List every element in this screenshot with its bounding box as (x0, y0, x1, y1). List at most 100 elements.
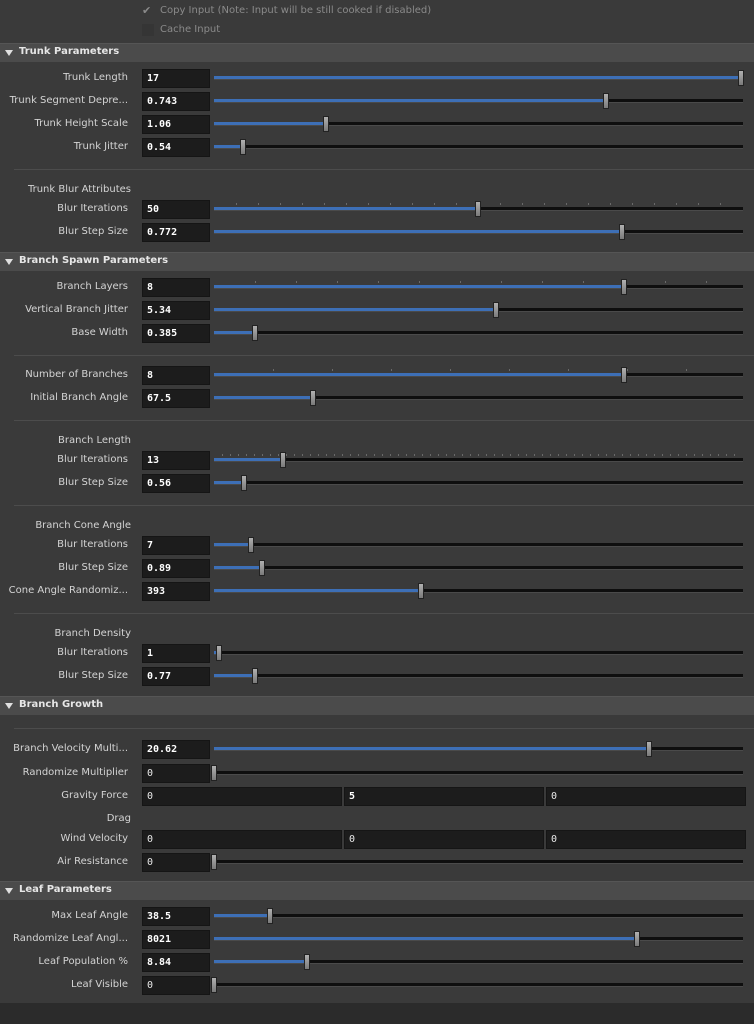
slider-handle[interactable] (240, 139, 246, 155)
slider-handle[interactable] (211, 854, 217, 870)
slider-handle[interactable] (738, 70, 744, 86)
value-field[interactable]: 8 (142, 278, 210, 297)
slider-tick (702, 454, 703, 456)
slider-tick (391, 369, 392, 371)
parameter-label: Blur Step Size (58, 562, 128, 573)
slider-handle[interactable] (619, 224, 625, 240)
section-header[interactable]: Branch Spawn Parameters (0, 252, 754, 271)
value-field[interactable]: 0 (142, 976, 210, 995)
slider-handle[interactable] (475, 201, 481, 217)
slider-handle[interactable] (310, 390, 316, 406)
section-header[interactable]: Branch Growth (0, 696, 754, 715)
slider-tick (434, 203, 435, 205)
slider-handle[interactable] (493, 302, 499, 318)
slider-track (214, 651, 743, 655)
value-field[interactable]: 0 (142, 853, 210, 872)
value-field[interactable]: 5.34 (142, 301, 210, 320)
slider-handle[interactable] (646, 741, 652, 757)
slider-tick (398, 454, 399, 456)
section-header[interactable]: Trunk Parameters (0, 43, 754, 62)
parameter-label: Trunk Blur Attributes (27, 184, 131, 195)
value-field[interactable]: 8 (142, 366, 210, 385)
value-field[interactable]: 7 (142, 536, 210, 555)
value-field[interactable]: 8021 (142, 930, 210, 949)
slider-handle[interactable] (621, 367, 627, 383)
value-field[interactable]: 0 (142, 764, 210, 783)
slider-fill (214, 481, 244, 484)
value-field[interactable]: 0.56 (142, 474, 210, 493)
slider-tick (630, 454, 631, 456)
slider-tick (654, 203, 655, 205)
slider-fill (214, 589, 421, 592)
slider-handle[interactable] (634, 931, 640, 947)
separator (14, 355, 754, 356)
parameter-label: Max Leaf Angle (51, 910, 128, 921)
slider-tick (350, 454, 351, 456)
slider-handle[interactable] (248, 537, 254, 553)
slider-track (214, 145, 743, 149)
slider-handle[interactable] (252, 325, 258, 341)
slider-track (214, 983, 743, 987)
value-field[interactable]: 50 (142, 200, 210, 219)
slider-tick (446, 454, 447, 456)
value-field[interactable]: 0.77 (142, 667, 210, 686)
value-field[interactable]: 0 (546, 830, 746, 849)
value-field[interactable]: 67.5 (142, 389, 210, 408)
slider-handle[interactable] (216, 645, 222, 661)
slider-handle[interactable] (259, 560, 265, 576)
slider-handle[interactable] (280, 452, 286, 468)
value-field[interactable]: 0 (142, 830, 342, 849)
slider-handle[interactable] (211, 977, 217, 993)
slider-track (214, 860, 743, 864)
slider-handle[interactable] (241, 475, 247, 491)
slider-tick (337, 281, 338, 283)
parameter-label: Leaf Visible (70, 979, 128, 990)
slider-track (214, 122, 743, 126)
checkbox[interactable]: ✔ (142, 4, 152, 17)
slider-tick (346, 203, 347, 205)
value-field[interactable]: 17 (142, 69, 210, 88)
value-field[interactable]: 393 (142, 582, 210, 601)
slider-tick (502, 454, 503, 456)
value-field[interactable]: 38.5 (142, 907, 210, 926)
value-field[interactable]: 0.385 (142, 324, 210, 343)
value-field[interactable]: 13 (142, 451, 210, 470)
slider-fill (214, 747, 649, 750)
parameter-label: Branch Density (54, 628, 131, 639)
value-field[interactable]: 0 (344, 830, 544, 849)
value-field[interactable]: 0 (142, 787, 342, 806)
slider-tick (610, 203, 611, 205)
value-field[interactable]: 0.54 (142, 138, 210, 157)
slider-tick (588, 203, 589, 205)
slider-handle[interactable] (211, 765, 217, 781)
section-header[interactable]: Leaf Parameters (0, 881, 754, 900)
slider-fill (214, 543, 251, 546)
slider-tick (694, 454, 695, 456)
slider-track (214, 458, 743, 462)
value-field[interactable]: 1 (142, 644, 210, 663)
slider-handle[interactable] (323, 116, 329, 132)
value-field[interactable]: 0.772 (142, 223, 210, 242)
value-field[interactable]: 0.89 (142, 559, 210, 578)
slider-tick (450, 369, 451, 371)
slider-tick (718, 454, 719, 456)
slider-tick (646, 454, 647, 456)
value-field[interactable]: 8.84 (142, 953, 210, 972)
slider-handle[interactable] (252, 668, 258, 684)
parameter-label: Blur Iterations (57, 539, 128, 550)
slider-tick (676, 203, 677, 205)
slider-handle[interactable] (418, 583, 424, 599)
checkbox[interactable] (142, 24, 154, 36)
value-field[interactable]: 5 (344, 787, 544, 806)
slider-handle[interactable] (304, 954, 310, 970)
value-field[interactable]: 1.06 (142, 115, 210, 134)
slider-handle[interactable] (267, 908, 273, 924)
value-field[interactable]: 0 (546, 787, 746, 806)
slider-tick (302, 203, 303, 205)
parameter-label: Randomize Multiplier (22, 767, 128, 778)
slider-handle[interactable] (621, 279, 627, 295)
value-field[interactable]: 0.743 (142, 92, 210, 111)
slider-tick (342, 454, 343, 456)
slider-handle[interactable] (603, 93, 609, 109)
value-field[interactable]: 20.62 (142, 740, 210, 759)
